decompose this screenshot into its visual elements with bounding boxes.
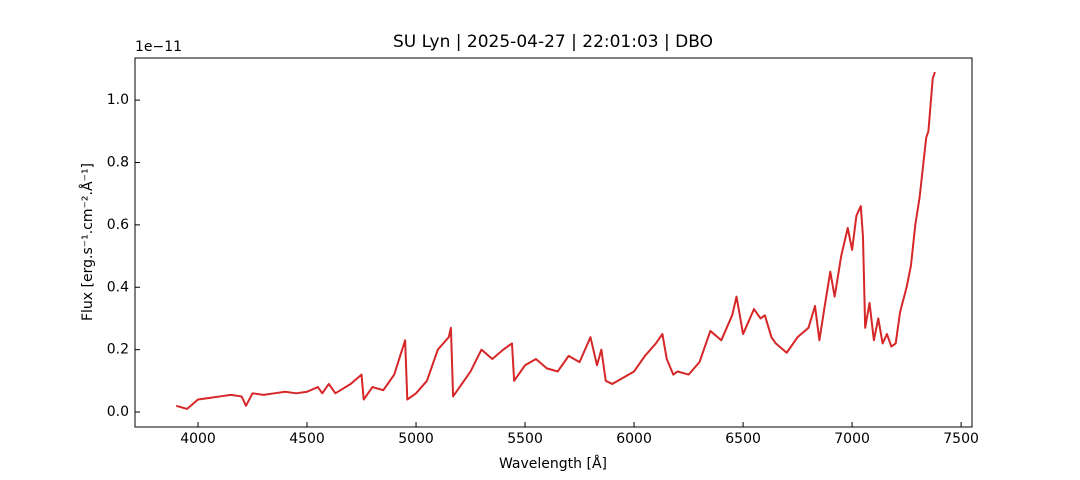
x-tick-label: 5500 (507, 431, 543, 447)
y-tick-label: 1.0 (107, 92, 129, 108)
chart-title: SU Lyn | 2025-04-27 | 22:01:03 | DBO (393, 32, 713, 52)
y-tick-label: 0.6 (107, 217, 129, 233)
x-tick-label: 7000 (834, 431, 870, 447)
plot-frame (134, 57, 973, 428)
x-tick-label: 4000 (180, 431, 216, 447)
y-tick-label: 0.4 (107, 279, 129, 295)
y-tick-label: 0.0 (107, 404, 129, 420)
x-tick-label: 5000 (398, 431, 434, 447)
x-tick-label: 7500 (943, 431, 979, 447)
y-tick-label: 0.8 (107, 154, 129, 170)
x-tick-label: 6000 (616, 431, 652, 447)
y-offset-label: 1e−11 (135, 39, 182, 55)
y-axis-label: Flux [erg.s⁻¹.cm⁻².Å⁻¹] (79, 163, 96, 321)
x-tick-label: 4500 (289, 431, 325, 447)
spectrum-line (175, 71, 936, 410)
y-tick-label: 0.2 (107, 342, 129, 358)
x-axis-label: Wavelength [Å] (499, 455, 607, 472)
x-tick-label: 6500 (725, 431, 761, 447)
